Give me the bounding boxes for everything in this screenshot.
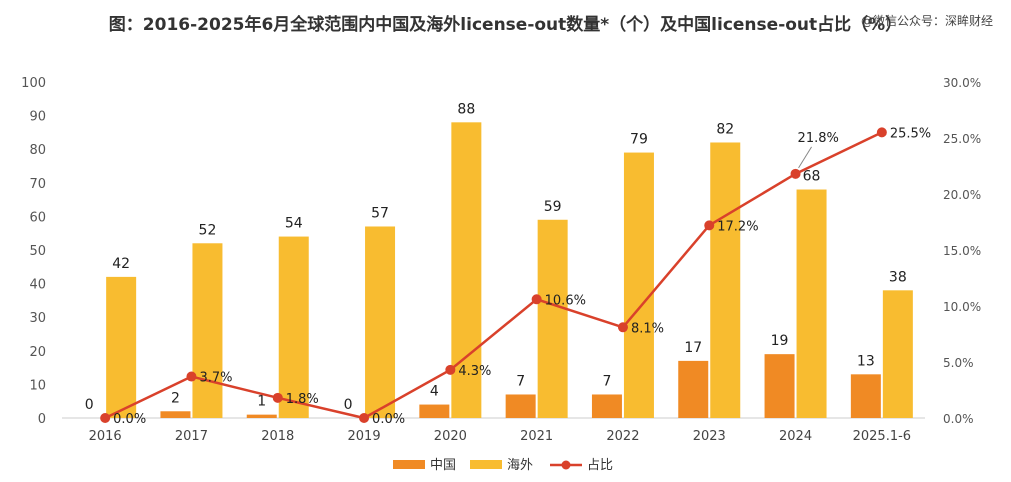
y-right-tick-label: 0.0%: [943, 412, 974, 426]
point-ratio: [100, 413, 111, 423]
y-right-tick-label: 30.0%: [943, 76, 981, 90]
legend-label-china: 中国: [430, 458, 456, 473]
data-label-overseas: 68: [803, 169, 821, 185]
x-tick-label: 2024: [779, 429, 812, 444]
data-label-china: 13: [857, 353, 875, 369]
data-label-overseas: 42: [112, 256, 130, 272]
x-tick-label: 2016: [89, 429, 122, 444]
data-label-ratio: 21.8%: [798, 131, 839, 146]
point-ratio: [876, 127, 887, 138]
y-right-tick-label: 5.0%: [943, 356, 974, 370]
x-tick-label: 2020: [434, 429, 467, 444]
point-ratio: [704, 220, 715, 231]
bar-china: [246, 414, 277, 418]
data-label-ratio: 4.3%: [458, 364, 491, 379]
bar-china: [160, 411, 191, 418]
data-label-china: 17: [684, 340, 702, 356]
x-tick-label: 2018: [261, 429, 294, 444]
series-line-ratio: [104, 131, 883, 420]
x-tick-label: 2021: [520, 429, 553, 444]
data-label-china: 0: [85, 397, 94, 413]
data-label-ratio: 17.2%: [717, 219, 758, 234]
bar-overseas: [710, 142, 741, 419]
data-label-ratio: 10.6%: [545, 293, 586, 308]
data-label-ratio: 1.8%: [286, 392, 319, 407]
bar-overseas: [278, 236, 309, 418]
legend-swatch-china: [393, 460, 425, 469]
y-left-tick-label: 90: [29, 110, 46, 125]
data-label-ratio: 0.0%: [372, 412, 405, 427]
bar-overseas: [192, 243, 223, 418]
x-tick-label: 2017: [175, 429, 208, 444]
point-ratio: [186, 371, 197, 382]
chart-title: 图：2016-2025年6月全球范围内中国及海外license-out数量*（个…: [108, 15, 903, 35]
x-tick-label: 2019: [348, 429, 381, 444]
data-label-ratio: 3.7%: [199, 371, 232, 386]
label-leader-line: [798, 146, 812, 169]
legend-swatch-overseas: [470, 460, 502, 469]
y-left-tick-label: 0: [38, 412, 46, 427]
point-ratio: [272, 392, 283, 403]
y-left-tick-label: 100: [21, 76, 46, 91]
y-left-tick-label: 70: [29, 177, 46, 192]
bar-china: [764, 354, 795, 418]
y-left-tick-label: 50: [29, 244, 46, 259]
data-label-china: 7: [516, 373, 525, 389]
data-label-ratio: 8.1%: [631, 321, 664, 336]
bar-overseas: [623, 152, 654, 418]
y-right-tick-label: 20.0%: [943, 188, 981, 202]
legend-swatch-ratio-dot: [561, 460, 571, 470]
data-label-china: 0: [344, 397, 353, 413]
data-label-overseas: 79: [630, 132, 648, 148]
bar-china: [419, 404, 450, 418]
data-label-overseas: 57: [371, 205, 389, 221]
bar-china: [591, 394, 622, 418]
bar-overseas: [882, 290, 913, 418]
y-right-tick-label: 15.0%: [943, 244, 981, 258]
data-label-overseas: 54: [285, 216, 303, 232]
data-label-china: 19: [771, 333, 789, 349]
legend-label-overseas: 海外: [507, 458, 533, 473]
y-left-tick-label: 80: [29, 143, 46, 158]
y-right-tick-label: 25.0%: [943, 132, 981, 146]
bar-overseas: [796, 189, 827, 418]
x-tick-label: 2023: [693, 429, 726, 444]
y-right-tick-label: 10.0%: [943, 300, 981, 314]
bar-overseas: [537, 219, 568, 418]
data-label-ratio: 25.5%: [890, 126, 931, 141]
data-label-china: 7: [602, 373, 611, 389]
data-label-overseas: 59: [544, 199, 562, 215]
x-tick-label: 2022: [606, 429, 639, 444]
y-left-tick-label: 10: [29, 378, 46, 393]
y-left-tick-label: 60: [29, 210, 46, 225]
point-ratio: [359, 413, 370, 423]
bar-china: [505, 394, 536, 418]
point-ratio: [445, 364, 456, 375]
bar-china: [678, 360, 709, 418]
data-label-china: 4: [430, 384, 439, 400]
watermark: @微信公众号：深眸财经: [860, 14, 993, 28]
bar-overseas: [451, 122, 482, 418]
bar-overseas: [365, 226, 396, 418]
point-ratio: [531, 294, 542, 305]
point-ratio: [617, 322, 628, 333]
data-label-china: 2: [171, 390, 180, 406]
point-ratio: [790, 168, 801, 179]
legend-label-ratio: 占比: [587, 458, 613, 473]
data-label-overseas: 82: [716, 121, 734, 137]
data-label-overseas: 88: [457, 101, 475, 117]
y-left-tick-label: 30: [29, 311, 46, 326]
bar-overseas: [106, 276, 137, 418]
data-label-china: 1: [257, 394, 266, 410]
data-label-ratio: 0.0%: [113, 412, 146, 427]
y-left-tick-label: 40: [29, 278, 46, 293]
x-tick-label: 2025.1-6: [853, 429, 911, 444]
bar-china: [850, 374, 881, 418]
data-label-overseas: 38: [889, 269, 907, 285]
y-left-tick-label: 20: [29, 345, 46, 360]
data-label-overseas: 52: [199, 222, 217, 238]
